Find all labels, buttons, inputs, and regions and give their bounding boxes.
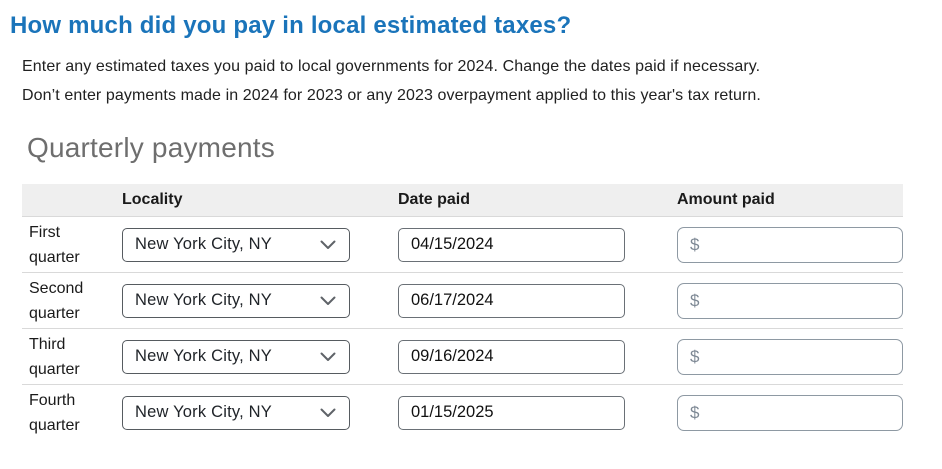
locality-select[interactable]: New York City, NY xyxy=(122,227,350,262)
row-label: Third quarter xyxy=(29,335,80,378)
date-paid-input[interactable] xyxy=(398,339,625,374)
header-amount-paid: Amount paid xyxy=(677,191,775,208)
table-row-third-quarter: Third quarter New York City, NY xyxy=(22,328,903,384)
quarterly-payments-table: Locality Date paid Amount paid First qua… xyxy=(22,184,903,440)
chevron-down-icon xyxy=(320,296,336,306)
local-estimated-taxes-page: How much did you pay in local estimated … xyxy=(0,12,942,469)
row-label: Second quarter xyxy=(29,279,84,322)
table-row-first-quarter: First quarter New York City, NY xyxy=(22,216,903,272)
locality-select-value: New York City, NY xyxy=(135,403,272,421)
row-label: First quarter xyxy=(29,223,80,266)
amount-paid-input[interactable] xyxy=(677,394,903,431)
header-date-paid: Date paid xyxy=(398,191,471,208)
header-locality: Locality xyxy=(122,191,183,208)
page-description: Enter any estimated taxes you paid to lo… xyxy=(22,52,942,110)
chevron-down-icon xyxy=(320,352,336,362)
chevron-down-icon xyxy=(320,408,336,418)
chevron-down-icon xyxy=(320,240,336,250)
locality-select[interactable]: New York City, NY xyxy=(122,339,350,374)
amount-paid-input[interactable] xyxy=(677,226,903,263)
date-paid-input[interactable] xyxy=(398,283,625,318)
locality-select-value: New York City, NY xyxy=(135,347,272,365)
table-row-second-quarter: Second quarter New York City, NY xyxy=(22,272,903,328)
section-title: Quarterly payments xyxy=(27,132,275,163)
date-paid-input[interactable] xyxy=(398,227,625,262)
amount-paid-input[interactable] xyxy=(677,338,903,375)
date-paid-input[interactable] xyxy=(398,395,625,430)
page-title: How much did you pay in local estimated … xyxy=(10,12,572,39)
description-line-2: Don’t enter payments made in 2024 for 20… xyxy=(22,87,761,104)
locality-select[interactable]: New York City, NY xyxy=(122,395,350,430)
locality-select-value: New York City, NY xyxy=(135,291,272,309)
row-label: Fourth quarter xyxy=(29,391,80,434)
locality-select-value: New York City, NY xyxy=(135,235,272,253)
table-header-row: Locality Date paid Amount paid xyxy=(22,184,903,216)
locality-select[interactable]: New York City, NY xyxy=(122,283,350,318)
amount-paid-input[interactable] xyxy=(677,282,903,319)
table-row-fourth-quarter: Fourth quarter New York City, NY xyxy=(22,384,903,440)
description-line-1: Enter any estimated taxes you paid to lo… xyxy=(22,58,761,75)
